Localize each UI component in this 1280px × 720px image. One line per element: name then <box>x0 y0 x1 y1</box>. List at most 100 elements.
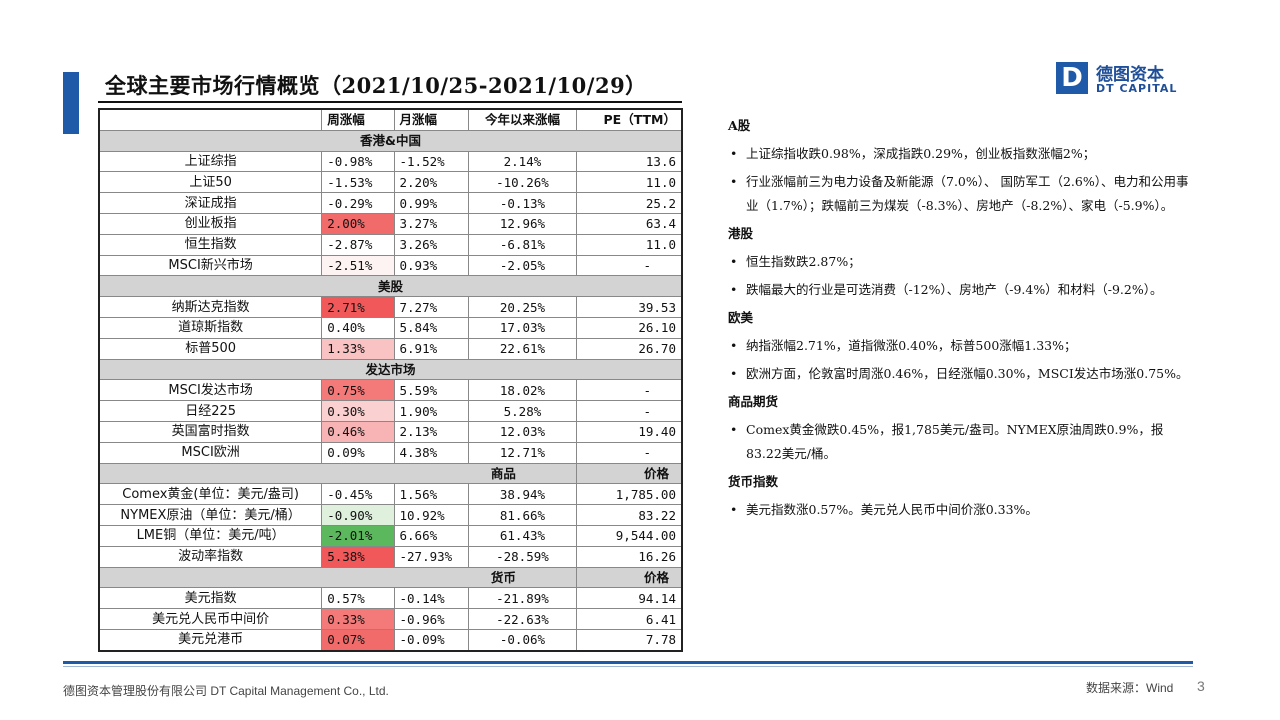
month-change: 5.84% <box>393 316 469 339</box>
section-label: 货币 <box>98 566 577 589</box>
bullet-text: 纳指涨幅2.71%，道指微涨0.40%，标普500涨幅1.33%； <box>746 338 1077 353</box>
ytd-change: -2.05% <box>468 254 577 277</box>
month-change: -27.93% <box>393 545 469 568</box>
row-name: Comex黄金(单位：美元/盎司) <box>98 483 323 506</box>
section-label: 发达市场 <box>98 358 683 381</box>
ytd-change: -6.81% <box>468 233 577 256</box>
commentary-bullet: • Comex黄金微跌0.45%，报1,785美元/盎司。NYMEX原油周跌0.9… <box>728 418 1198 466</box>
section-header-row: 商品 价格 <box>98 462 683 485</box>
bullet-text: 跌幅最大的行业是可选消费（-12%）、房地产（-9.4%）和材料（-9.2%）。 <box>746 282 1163 297</box>
week-change: 0.30% <box>321 400 395 422</box>
table-row: 日经225 0.30% 1.90% 5.28% - <box>98 400 683 422</box>
month-change: 1.90% <box>393 400 469 422</box>
ytd-change: -0.06% <box>468 628 577 652</box>
row-name: 美元兑港币 <box>98 628 323 652</box>
row-name: 日经225 <box>98 400 323 422</box>
row-name: 上证综指 <box>98 150 323 173</box>
ytd-change: -22.63% <box>468 608 577 630</box>
commentary-panel: A股 • 上证综指收跌0.98%，深成指跌0.29%，创业板指数涨幅2%； • 行业涨幅… <box>728 112 1198 526</box>
pe-or-price: 94.14 <box>575 587 683 610</box>
table-row: NYMEX原油（单位：美元/桶） -0.90% 10.92% 81.66% 83.22 <box>98 504 683 526</box>
month-change: 6.66% <box>393 524 469 547</box>
week-change: 2.71% <box>321 296 395 318</box>
commentary-bullet: • 恒生指数跌2.87%； <box>728 250 1198 274</box>
month-change: 3.27% <box>393 212 469 235</box>
week-change: -0.98% <box>321 150 395 173</box>
section-label: 香港&中国 <box>98 129 683 152</box>
bullet-dot-icon: • <box>730 338 738 353</box>
ytd-change: -21.89% <box>468 587 577 610</box>
section-price-label: 价格 <box>575 462 683 485</box>
section-header-row: 货币 价格 <box>98 566 683 589</box>
section-label: 美股 <box>98 275 683 298</box>
footer-company: 德图资本管理股份有限公司 DT Capital Management Co., … <box>63 684 389 698</box>
table-row: 恒生指数 -2.87% 3.26% -6.81% 11.0 <box>98 233 683 256</box>
pe-or-price: 11.0 <box>575 233 683 256</box>
pe-or-price: - <box>575 379 683 402</box>
bullet-dot-icon: • <box>730 282 738 297</box>
week-change: 0.33% <box>321 608 395 630</box>
pe-or-price: - <box>575 254 683 277</box>
commentary-heading: 货币指数 <box>728 474 779 489</box>
section-header-row: 美股 <box>98 275 683 298</box>
pe-or-price: 63.4 <box>575 212 683 235</box>
ytd-change: -0.13% <box>468 192 577 214</box>
week-change: 5.38% <box>321 545 395 568</box>
month-change: 1.56% <box>393 483 469 506</box>
logo-en-text: DT CAPITAL <box>1096 82 1178 95</box>
ytd-change: 18.02% <box>468 379 577 402</box>
table-row: 道琼斯指数 0.40% 5.84% 17.03% 26.10 <box>98 316 683 339</box>
table-row: MSCI发达市场 0.75% 5.59% 18.02% - <box>98 379 683 402</box>
row-name: 上证50 <box>98 171 323 194</box>
month-change: 10.92% <box>393 504 469 526</box>
row-name: 深证成指 <box>98 192 323 214</box>
commentary-heading: 商品期货 <box>728 394 779 409</box>
row-name: MSCI欧洲 <box>98 441 323 464</box>
row-name: 标普500 <box>98 337 323 360</box>
table-row: 英国富时指数 0.46% 2.13% 12.03% 19.40 <box>98 420 683 443</box>
pe-or-price: 19.40 <box>575 420 683 443</box>
ytd-change: -10.26% <box>468 171 577 194</box>
commentary-bullet: • 纳指涨幅2.71%，道指微涨0.40%，标普500涨幅1.33%； <box>728 334 1198 358</box>
commentary-bullet: • 美元指数涨0.57%。美元兑人民币中间价涨0.33%。 <box>728 498 1198 522</box>
row-name: NYMEX原油（单位：美元/桶） <box>98 504 323 526</box>
bullet-dot-icon: • <box>730 366 738 381</box>
commentary-bullet: • 跌幅最大的行业是可选消费（-12%）、房地产（-9.4%）和材料（-9.2%）… <box>728 278 1198 302</box>
month-change: -0.96% <box>393 608 469 630</box>
ytd-change: 22.61% <box>468 337 577 360</box>
month-change: 4.38% <box>393 441 469 464</box>
page-title: 全球主要市场行情概览（2021/10/25-2021/10/29） <box>105 73 647 98</box>
ytd-change: 17.03% <box>468 316 577 339</box>
week-change: 0.46% <box>321 420 395 443</box>
table-row: MSCI新兴市场 -2.51% 0.93% -2.05% - <box>98 254 683 277</box>
month-change: 0.99% <box>393 192 469 214</box>
pe-or-price: 9,544.00 <box>575 524 683 547</box>
commentary-heading: 港股 <box>728 226 754 241</box>
pe-or-price: 25.2 <box>575 192 683 214</box>
header-pe: PE（TTM） <box>575 108 683 131</box>
row-name: 创业板指 <box>98 212 323 235</box>
pe-or-price: 16.26 <box>575 545 683 568</box>
table-row: 纳斯达克指数 2.71% 7.27% 20.25% 39.53 <box>98 296 683 318</box>
week-change: 2.00% <box>321 212 395 235</box>
ytd-change: 12.71% <box>468 441 577 464</box>
ytd-change: 61.43% <box>468 524 577 547</box>
month-change: -0.14% <box>393 587 469 610</box>
page-number: 3 <box>1197 678 1205 694</box>
month-change: 6.91% <box>393 337 469 360</box>
footer-divider-thin <box>63 666 1193 667</box>
bullet-dot-icon: • <box>730 502 738 517</box>
row-name: 波动率指数 <box>98 545 323 568</box>
row-name: MSCI发达市场 <box>98 379 323 402</box>
table-row: 美元兑人民币中间价 0.33% -0.96% -22.63% 6.41 <box>98 608 683 630</box>
table-row: 上证综指 -0.98% -1.52% 2.14% 13.6 <box>98 150 683 173</box>
header-ytd: 今年以来涨幅 <box>468 108 577 131</box>
header-week: 周涨幅 <box>321 108 395 131</box>
table-row: Comex黄金(单位：美元/盎司) -0.45% 1.56% 38.94% 1,785.… <box>98 483 683 506</box>
bullet-text: 美元指数涨0.57%。美元兑人民币中间价涨0.33%。 <box>746 502 1038 517</box>
pe-or-price: 83.22 <box>575 504 683 526</box>
title-accent-bar <box>63 72 79 134</box>
bullet-text: 行业涨幅前三为电力设备及新能源（7.0%）、 国防军工（2.6%）、电力和公用事… <box>746 174 1189 213</box>
pe-or-price: 26.10 <box>575 316 683 339</box>
bullet-dot-icon: • <box>730 254 738 269</box>
